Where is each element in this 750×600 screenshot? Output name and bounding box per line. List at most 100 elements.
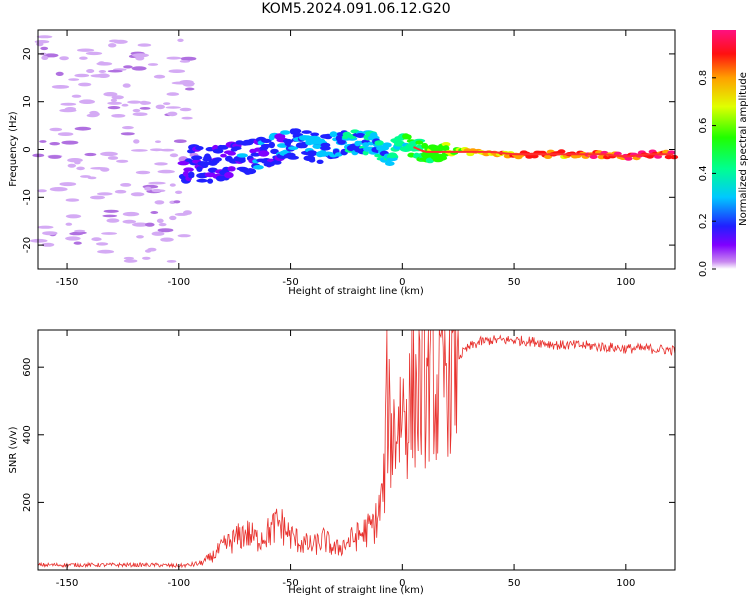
noise-blob bbox=[97, 73, 110, 78]
x-tick-label: -50 bbox=[282, 578, 298, 589]
colorbar-tick-label: 0.0 bbox=[698, 261, 709, 277]
noise-blob bbox=[169, 153, 179, 158]
noise-blob bbox=[107, 69, 123, 73]
noise-blob bbox=[131, 66, 147, 71]
snr-marks bbox=[37, 329, 676, 569]
noise-blob bbox=[160, 237, 174, 242]
noise-blob bbox=[135, 170, 151, 175]
signal-blob bbox=[244, 168, 257, 175]
noise-blob bbox=[165, 106, 181, 109]
figure-title: KOM5.2024.091.06.12.G20 bbox=[261, 1, 451, 17]
noise-blob bbox=[181, 116, 193, 120]
y-tick-label: 400 bbox=[22, 425, 33, 444]
x-tick-label: 50 bbox=[508, 277, 521, 288]
signal-blob bbox=[207, 178, 214, 184]
noise-blob bbox=[91, 112, 100, 117]
noise-blob bbox=[79, 99, 95, 104]
x-tick-label: -150 bbox=[56, 277, 79, 288]
signal-blob bbox=[369, 132, 378, 139]
noise-blob bbox=[147, 63, 159, 66]
noise-blob bbox=[111, 95, 124, 100]
noise-blob bbox=[97, 249, 115, 254]
noise-blob bbox=[37, 189, 47, 193]
y-tick-label: 200 bbox=[22, 493, 33, 512]
noise-blob bbox=[122, 126, 134, 130]
signal-blob bbox=[589, 154, 598, 159]
signal-blob bbox=[284, 140, 292, 147]
noise-blob bbox=[98, 61, 105, 65]
noise-blob bbox=[174, 212, 189, 216]
noise-blob bbox=[120, 132, 135, 136]
x-tick-label: 0 bbox=[399, 277, 405, 288]
y-tick-label: -20 bbox=[22, 237, 33, 253]
noise-blob bbox=[155, 104, 165, 110]
signal-blob bbox=[196, 178, 208, 183]
noise-blob bbox=[163, 102, 171, 105]
noise-blob bbox=[122, 219, 137, 224]
noise-blob bbox=[184, 87, 195, 91]
noise-blob bbox=[145, 222, 155, 227]
noise-blob bbox=[41, 55, 49, 60]
noise-blob bbox=[68, 78, 80, 81]
noise-blob bbox=[180, 56, 197, 61]
noise-blob bbox=[39, 140, 47, 143]
noise-blob bbox=[65, 222, 73, 226]
noise-blob bbox=[151, 188, 162, 193]
signal-blob bbox=[387, 156, 398, 162]
signal-blob bbox=[374, 140, 384, 146]
noise-blob bbox=[123, 65, 133, 69]
signal-blob bbox=[188, 174, 195, 179]
spectrogram-ylabel: Frequency (Hz) bbox=[8, 111, 19, 187]
signal-blob bbox=[442, 145, 450, 152]
signal-blob bbox=[316, 159, 324, 164]
signal-blob bbox=[308, 157, 316, 163]
noise-blob bbox=[169, 183, 176, 187]
noise-blob bbox=[101, 232, 118, 235]
noise-blob bbox=[132, 108, 141, 113]
signal-blob bbox=[670, 154, 679, 160]
signal-blob bbox=[290, 128, 302, 134]
noise-blob bbox=[103, 92, 118, 97]
noise-blob bbox=[51, 85, 70, 89]
noise-blob bbox=[166, 260, 177, 263]
noise-blob bbox=[116, 159, 129, 163]
noise-blob bbox=[177, 234, 191, 238]
noise-blob bbox=[127, 100, 142, 104]
noise-blob bbox=[67, 163, 77, 168]
noise-blob bbox=[132, 53, 149, 58]
colorbar: 0.0 0.2 0.4 0.6 0.8 Normalized spectral ampl… bbox=[698, 30, 749, 277]
noise-blob bbox=[131, 149, 148, 152]
noise-blob bbox=[108, 43, 117, 48]
colorbar-tick-label: 0.6 bbox=[698, 118, 709, 134]
signal-blob bbox=[310, 132, 320, 137]
x-tick-label: 50 bbox=[508, 578, 521, 589]
noise-blob bbox=[73, 241, 82, 245]
noise-blob bbox=[111, 114, 126, 118]
signal-blob bbox=[405, 134, 412, 140]
noise-blob bbox=[40, 46, 49, 51]
signal-blob bbox=[191, 155, 203, 160]
noise-blob bbox=[175, 190, 183, 194]
noise-blob bbox=[41, 242, 55, 247]
noise-blob bbox=[74, 73, 90, 78]
noise-blob bbox=[84, 152, 97, 157]
noise-blob bbox=[80, 175, 91, 178]
noise-blob bbox=[177, 38, 184, 42]
snr-panel: -150 -100 -50 0 50 100 200 400 600 Height of str… bbox=[8, 329, 676, 596]
signal-blob bbox=[220, 153, 227, 158]
noise-blob bbox=[96, 242, 109, 246]
noise-blob bbox=[78, 82, 92, 87]
noise-blob bbox=[155, 140, 161, 143]
noise-blob bbox=[57, 132, 74, 137]
snr-frame bbox=[37, 329, 676, 571]
signal-blob bbox=[329, 131, 338, 138]
noise-blob bbox=[100, 167, 110, 172]
signal-blob bbox=[270, 148, 279, 155]
noise-blob bbox=[157, 169, 175, 174]
signal-blob bbox=[232, 146, 242, 151]
signal-blob bbox=[355, 133, 366, 138]
signal-blob bbox=[238, 158, 246, 163]
signal-blob bbox=[301, 130, 312, 134]
x-tick-label: 100 bbox=[616, 578, 635, 589]
